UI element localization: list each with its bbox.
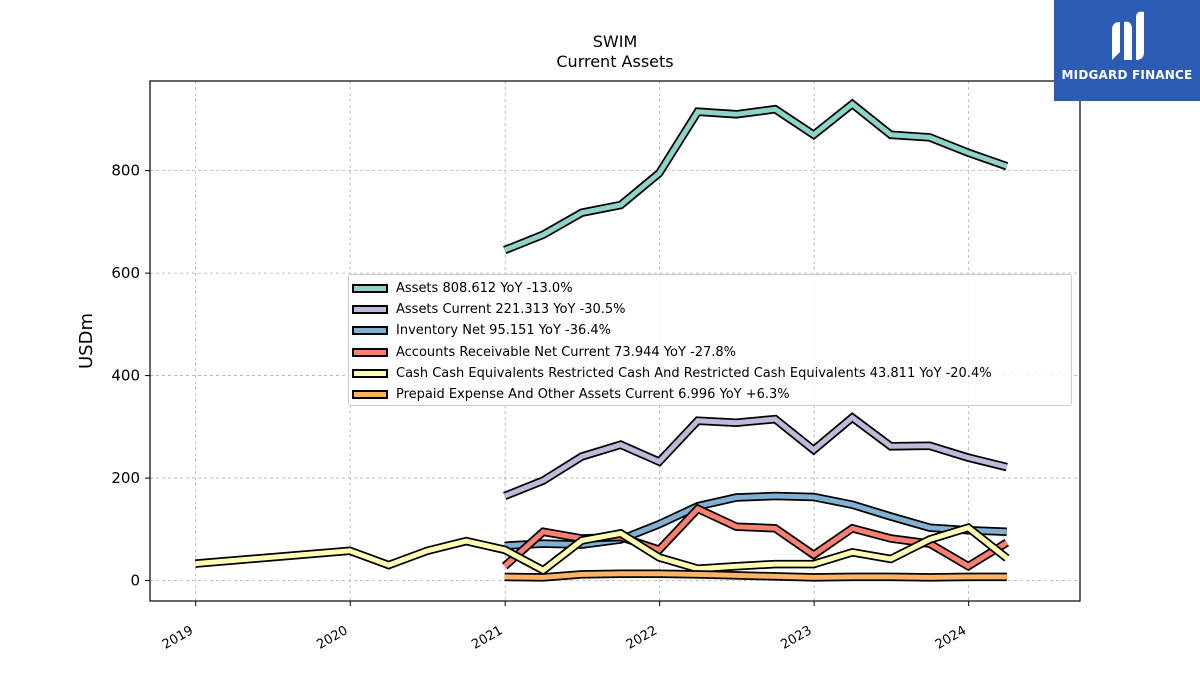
x-tick-label: 2021 [469, 623, 505, 653]
legend-item-cash: Cash Cash Equivalents Restricted Cash An… [349, 363, 1071, 384]
legend-label: Prepaid Expense And Other Assets Current… [396, 387, 790, 403]
legend-swatch [352, 390, 388, 400]
legend-label: Cash Cash Equivalents Restricted Cash An… [396, 365, 992, 381]
series-stroke [195, 524, 1009, 574]
legend-swatch [352, 305, 388, 315]
series-stroke [504, 493, 1007, 549]
legend-swatch [352, 368, 388, 378]
series-line [194, 522, 1010, 576]
x-tick-label: 2020 [314, 623, 350, 653]
series-stroke [503, 100, 1008, 253]
chart-legend: Assets 808.612 YoY -13.0% Assets Current… [348, 274, 1072, 406]
legend-label: Assets Current 221.313 YoY -30.5% [396, 302, 626, 318]
chart-title: SWIM [592, 32, 638, 51]
legend-label: Inventory Net 95.151 YoY -36.4% [396, 323, 612, 339]
y-tick-label: 600 [111, 264, 140, 282]
legend-swatch [352, 326, 388, 336]
series-lines [194, 98, 1010, 582]
series-stroke [503, 414, 1008, 499]
y-tick-label: 800 [111, 162, 140, 180]
chart-subtitle: Current Assets [556, 52, 674, 71]
legend-swatch [352, 284, 388, 294]
midgard-logo-icon [1112, 11, 1144, 61]
legend-item-inventory-net: Inventory Net 95.151 YoY -36.4% [349, 320, 1071, 341]
y-axis-label: USDm [76, 313, 97, 369]
series-stroke [504, 571, 1007, 580]
legend-label: Accounts Receivable Net Current 73.944 Y… [396, 344, 737, 360]
plot-frame [149, 80, 1081, 602]
y-tick-label: 400 [111, 367, 140, 385]
legend-item-accounts-receivable: Accounts Receivable Net Current 73.944 Y… [349, 342, 1071, 363]
series-line [503, 98, 1009, 255]
logo-text: MIDGARD FINANCE [1061, 68, 1193, 82]
x-tick-label: 2022 [624, 623, 660, 653]
legend-label: Assets 808.612 YoY -13.0% [396, 281, 573, 297]
series-outline [503, 98, 1009, 255]
y-tick-label: 0 [130, 572, 140, 590]
series-line [504, 491, 1007, 550]
grid-lines [150, 81, 1080, 601]
x-tick-label: 2023 [778, 623, 814, 653]
midgard-finance-logo: MIDGARD FINANCE [1054, 0, 1200, 101]
series-line [503, 412, 1008, 500]
series-line [504, 569, 1007, 582]
legend-item-assets: Assets 808.612 YoY -13.0% [349, 278, 1071, 299]
legend-item-assets-current: Assets Current 221.313 YoY -30.5% [349, 299, 1071, 320]
x-tick-label: 2024 [933, 623, 969, 653]
y-tick-label: 200 [111, 469, 140, 487]
legend-item-prepaid-expense: Prepaid Expense And Other Assets Current… [349, 384, 1071, 405]
x-tick-label: 2019 [160, 623, 196, 653]
legend-swatch [352, 347, 388, 357]
